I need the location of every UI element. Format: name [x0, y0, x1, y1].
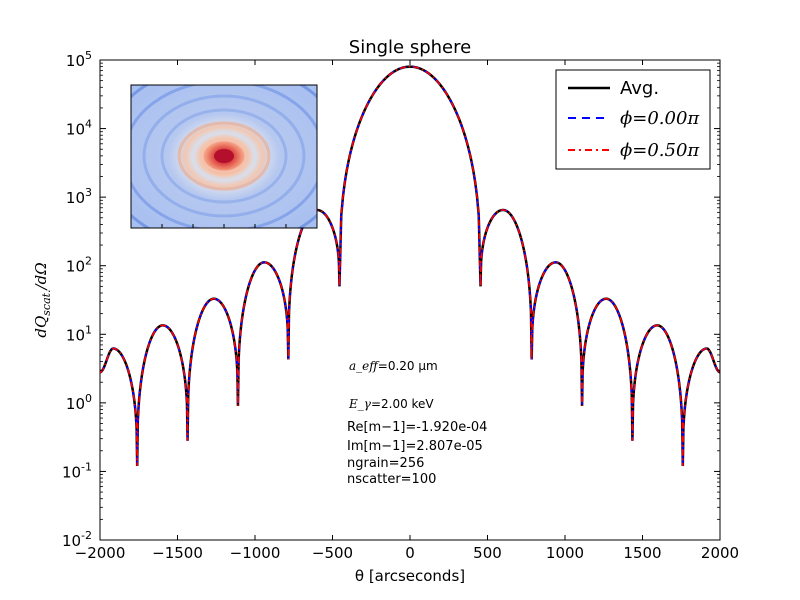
series-phi50-line [100, 65, 720, 467]
annotation-im-m: Im[m−1]=2.807e-05 [347, 439, 483, 454]
x-tick-label: 1000 [546, 544, 584, 562]
chart-title: Single sphere [349, 37, 471, 58]
curves [100, 65, 720, 467]
legend-label-avg: Avg. [620, 78, 659, 99]
inset-ring [142, 94, 306, 218]
x-tick-label: 500 [473, 544, 502, 562]
y-axis-ticks: 10-2 10-1 100 101 102 103 104 105 [62, 49, 720, 550]
annotation-aeff: a_eff=0.20 μm [349, 359, 438, 373]
y-tick-label: 103 [66, 186, 92, 207]
x-tick-label: −500 [312, 544, 353, 562]
x-tick-label: −1500 [152, 544, 203, 562]
legend-label-phi0: ϕ=0.00π [620, 108, 700, 129]
annotation-nscatter: nscatter=100 [347, 472, 436, 487]
y-tick-label: 100 [66, 392, 92, 413]
y-tick-label: 10-1 [62, 460, 92, 481]
x-tick-label: −1000 [230, 544, 281, 562]
annotation-re-m: Re[m−1]=-1.920e-04 [347, 420, 487, 435]
x-axis-ticks: −2000 −1500 −1000 −500 0 500 1000 1500 2000 [75, 60, 739, 562]
y-axis-label: dQscat./dΩ [32, 262, 53, 337]
annotation-ngrain: ngrain=256 [347, 456, 424, 471]
y-tick-label: 101 [66, 323, 92, 344]
x-tick-label: 0 [405, 544, 415, 562]
legend: Avg. ϕ=0.00π ϕ=0.50π [555, 69, 711, 170]
x-axis-label: θ [arcseconds] [355, 567, 465, 585]
inset-ring [200, 138, 248, 174]
x-tick-label: 2000 [701, 544, 739, 562]
legend-box [555, 69, 711, 170]
y-tick-label: 102 [66, 255, 92, 276]
y-tick-label: 105 [66, 49, 92, 70]
inset-core [214, 149, 234, 163]
y-tick-label: 10-2 [62, 529, 92, 550]
y-tick-label: 104 [66, 118, 92, 139]
series-phi0-line [100, 65, 720, 467]
inset-heatmap [130, 84, 318, 229]
x-tick-label: −2000 [75, 544, 126, 562]
inset-ring [177, 121, 271, 191]
annotation-energy: E_γ=2.00 keV [348, 397, 434, 411]
inset-ring [160, 108, 288, 204]
legend-label-phi50: ϕ=0.50π [620, 140, 700, 161]
annotation-block: a_eff=0.20 μm E_γ=2.00 keV Re[m−1]=-1.92… [347, 359, 487, 487]
x-tick-label: 1500 [623, 544, 661, 562]
